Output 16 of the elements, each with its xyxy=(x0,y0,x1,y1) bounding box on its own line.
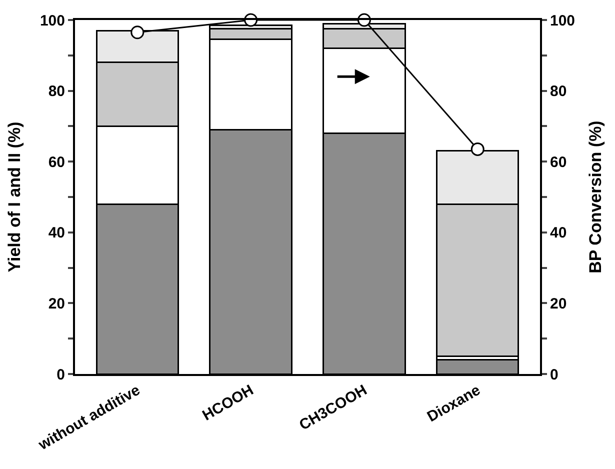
y-tick-label: 0 xyxy=(56,366,65,384)
y2-tick-label: 60 xyxy=(550,154,567,171)
y-tick-label: 80 xyxy=(48,83,65,100)
y-tick-label: 100 xyxy=(40,12,65,30)
y-tick-label: 40 xyxy=(48,224,65,242)
y2-tick-label: 100 xyxy=(550,12,576,30)
y-axis-title: Yield of I and II (%) xyxy=(5,122,24,272)
y-tick-label: 60 xyxy=(48,154,65,171)
y2-axis-title: BP Conversion (%) xyxy=(586,120,605,274)
y2-tick-label: 20 xyxy=(550,295,567,312)
point xyxy=(130,26,144,40)
y2-tick-label: 80 xyxy=(550,83,567,100)
y-tick-label: 20 xyxy=(48,295,65,312)
y2-tick-label: 40 xyxy=(550,224,567,242)
point xyxy=(470,142,484,156)
y2-tick-label: 0 xyxy=(550,366,558,384)
